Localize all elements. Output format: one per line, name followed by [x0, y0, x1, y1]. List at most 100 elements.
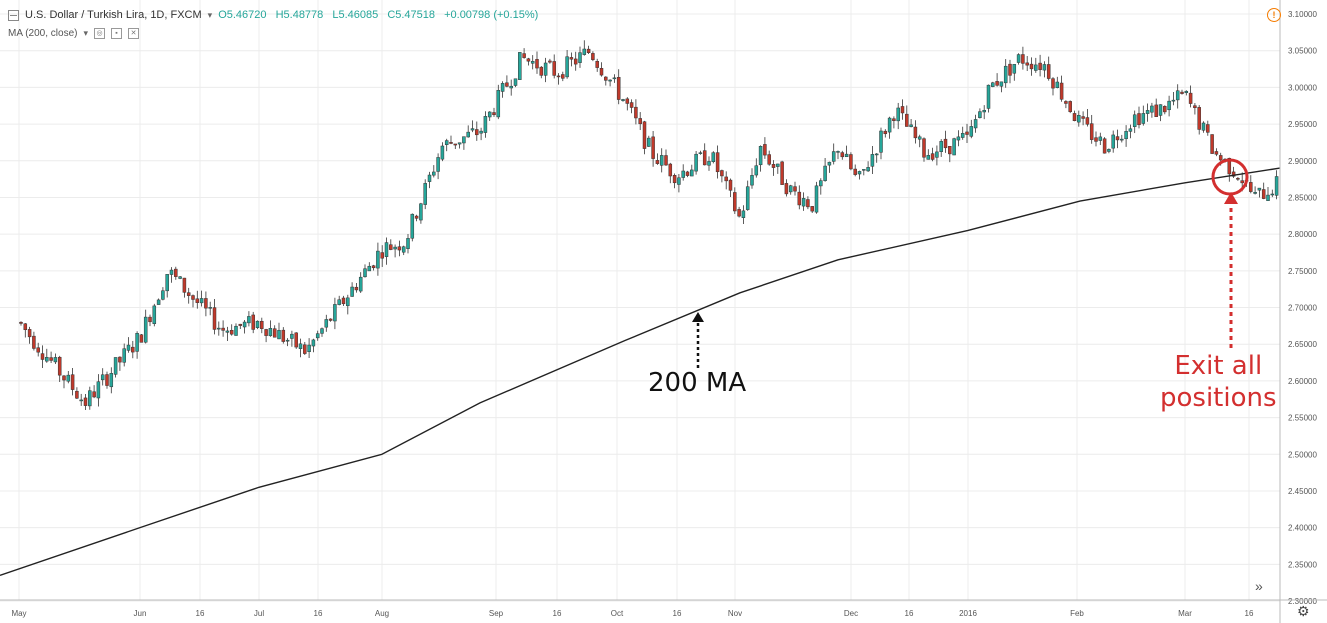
candle-up	[410, 213, 415, 239]
candle-up	[745, 186, 750, 210]
candle-up	[750, 175, 754, 186]
candle-down	[535, 59, 539, 69]
candle-down	[139, 334, 144, 343]
info-icon[interactable]: !	[1267, 8, 1281, 22]
candle-up	[518, 52, 522, 80]
candle-down	[724, 176, 728, 182]
candle-up	[1077, 115, 1081, 123]
candle-up	[741, 210, 746, 218]
exit-arrow-head	[1224, 192, 1238, 204]
candle-up	[647, 137, 651, 147]
collapse-icon[interactable]	[8, 9, 19, 21]
candle-down	[1102, 138, 1107, 154]
candle-up	[298, 343, 303, 349]
candle-down	[913, 126, 918, 139]
candle-up	[582, 48, 587, 55]
candle-down	[1029, 63, 1034, 70]
y-tick-label: 2.50000	[1288, 450, 1317, 459]
candle-up	[509, 85, 513, 89]
candle-down	[1180, 91, 1184, 94]
chevron-down-icon[interactable]: ▾	[207, 9, 213, 20]
candle-up	[788, 185, 793, 193]
candle-up	[819, 180, 823, 187]
candle-down	[1051, 78, 1055, 89]
candle-up	[1184, 90, 1189, 94]
chart-grid	[0, 0, 1280, 602]
settings-mini-icon[interactable]: ▪	[111, 28, 123, 39]
candle-down	[1154, 104, 1158, 117]
close-icon[interactable]: ✕	[128, 28, 140, 39]
candle-up	[444, 140, 449, 146]
ma-annotation-label: 200 MA	[648, 368, 747, 398]
candle-up	[1034, 64, 1038, 71]
candle-up	[694, 153, 698, 172]
y-tick-label: 2.90000	[1288, 157, 1317, 166]
x-tick-label: 16	[673, 609, 682, 618]
candle-down	[1210, 134, 1214, 154]
candle-up	[350, 286, 354, 297]
candle-up	[66, 374, 71, 382]
candle-down	[1231, 171, 1236, 177]
candle-down	[36, 347, 40, 353]
symbol-title[interactable]: U.S. Dollar / Turkish Lira, 1D, FXCM	[25, 9, 202, 21]
candle-down	[573, 58, 578, 65]
candle-up	[285, 339, 290, 342]
ma-arrow-head	[692, 312, 704, 322]
candle-down	[634, 106, 638, 119]
candle-up	[1253, 191, 1257, 194]
x-tick-label: 16	[314, 609, 323, 618]
candle-down	[414, 215, 419, 219]
candle-down	[40, 353, 45, 360]
candle-down	[341, 297, 346, 305]
indicator-label[interactable]: MA (200, close)	[8, 28, 78, 39]
candle-up	[578, 52, 582, 63]
candle-down	[131, 346, 135, 353]
scroll-right-icon[interactable]: »	[1255, 578, 1263, 594]
candle-down	[229, 329, 234, 335]
candle-up	[659, 155, 664, 166]
candle-up	[690, 169, 694, 177]
candle-up	[466, 131, 470, 138]
candle-up	[857, 171, 862, 175]
candle-down	[806, 199, 810, 208]
candle-down	[797, 191, 802, 206]
candle-down	[83, 397, 88, 406]
y-tick-label: 3.00000	[1288, 83, 1317, 92]
candle-up	[268, 328, 273, 337]
candle-up	[1120, 138, 1124, 141]
candlestick-series	[19, 40, 1279, 410]
candle-down	[221, 327, 225, 331]
candle-up	[707, 161, 711, 166]
candle-up	[1270, 193, 1275, 196]
candle-down	[92, 391, 96, 398]
change-value: +0.00798 (+0.15%)	[444, 9, 539, 21]
candle-down	[449, 142, 453, 144]
y-tick-label: 2.85000	[1288, 193, 1317, 202]
candle-up	[1055, 81, 1060, 88]
candle-up	[479, 130, 483, 134]
gear-icon[interactable]: ⚙	[1297, 603, 1310, 619]
candle-down	[62, 375, 66, 381]
candle-down	[965, 131, 969, 135]
candle-down	[883, 130, 888, 135]
candle-up	[1274, 176, 1279, 196]
candle-down	[1137, 113, 1141, 126]
visibility-toggle-icon[interactable]: ◎	[94, 28, 106, 39]
candle-down	[943, 138, 948, 149]
candle-up	[960, 133, 965, 138]
x-tick-label: Aug	[375, 609, 389, 618]
candle-down	[1206, 124, 1210, 133]
chart-annotations	[692, 158, 1249, 368]
candle-up	[612, 77, 617, 80]
candle-up	[358, 276, 363, 292]
candle-up	[53, 357, 58, 363]
candle-up	[565, 56, 569, 78]
chevron-down-icon[interactable]: ▾	[83, 28, 89, 38]
candle-down	[853, 168, 857, 175]
exit-annotation-label: Exit all positions	[1160, 350, 1277, 414]
candle-down	[1064, 101, 1068, 104]
candle-down	[1021, 54, 1025, 64]
candle-down	[668, 163, 673, 177]
candle-up	[1012, 64, 1017, 74]
